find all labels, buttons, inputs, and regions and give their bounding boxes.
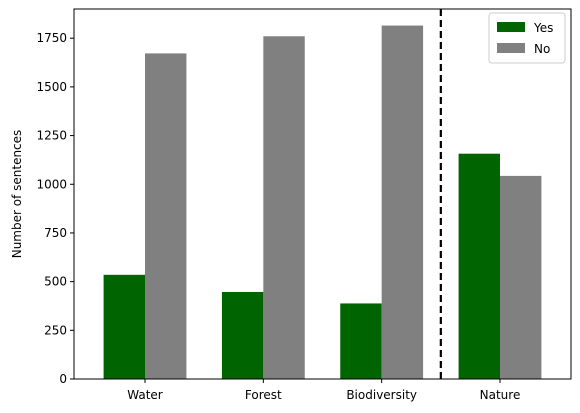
y-axis-ticks: 0 250 500 750 1000 1250 1500 1750 [36, 31, 74, 386]
y-tick-label: 500 [44, 275, 67, 289]
y-tick-label: 1000 [36, 177, 67, 191]
y-tick-label: 250 [44, 323, 67, 337]
legend-label-no: No [534, 42, 550, 56]
bar-nature-no [500, 175, 542, 379]
y-tick-label: 1500 [36, 80, 67, 94]
bars-group [103, 25, 542, 380]
bar-biodiversity-yes [340, 303, 382, 379]
bar-forest-yes [221, 291, 264, 379]
y-tick-label: 0 [59, 372, 67, 386]
legend-label-yes: Yes [533, 21, 553, 35]
y-tick-label: 1250 [36, 129, 67, 143]
bar-biodiversity-no [381, 25, 424, 379]
legend-box [488, 12, 566, 64]
legend-swatch-no [497, 43, 525, 53]
y-tick-label: 1750 [36, 31, 67, 45]
x-tick-label-biodiversity: Biodiversity [346, 388, 417, 402]
x-axis-ticks: Water Forest Biodiversity Nature [127, 379, 520, 402]
x-tick-label-nature: Nature [480, 388, 521, 402]
y-tick-label: 750 [44, 226, 67, 240]
x-tick-label-water: Water [127, 388, 163, 402]
legend-swatch-yes [497, 22, 525, 32]
bar-forest-no [263, 36, 305, 380]
legend: Yes No [488, 12, 566, 64]
y-axis-label: Number of sentences [10, 130, 24, 259]
axes-frame [73, 8, 572, 380]
bar-water-yes [103, 274, 145, 379]
bar-nature-yes [458, 153, 500, 379]
x-tick-label-forest: Forest [245, 388, 282, 402]
bar-water-no [145, 53, 187, 380]
